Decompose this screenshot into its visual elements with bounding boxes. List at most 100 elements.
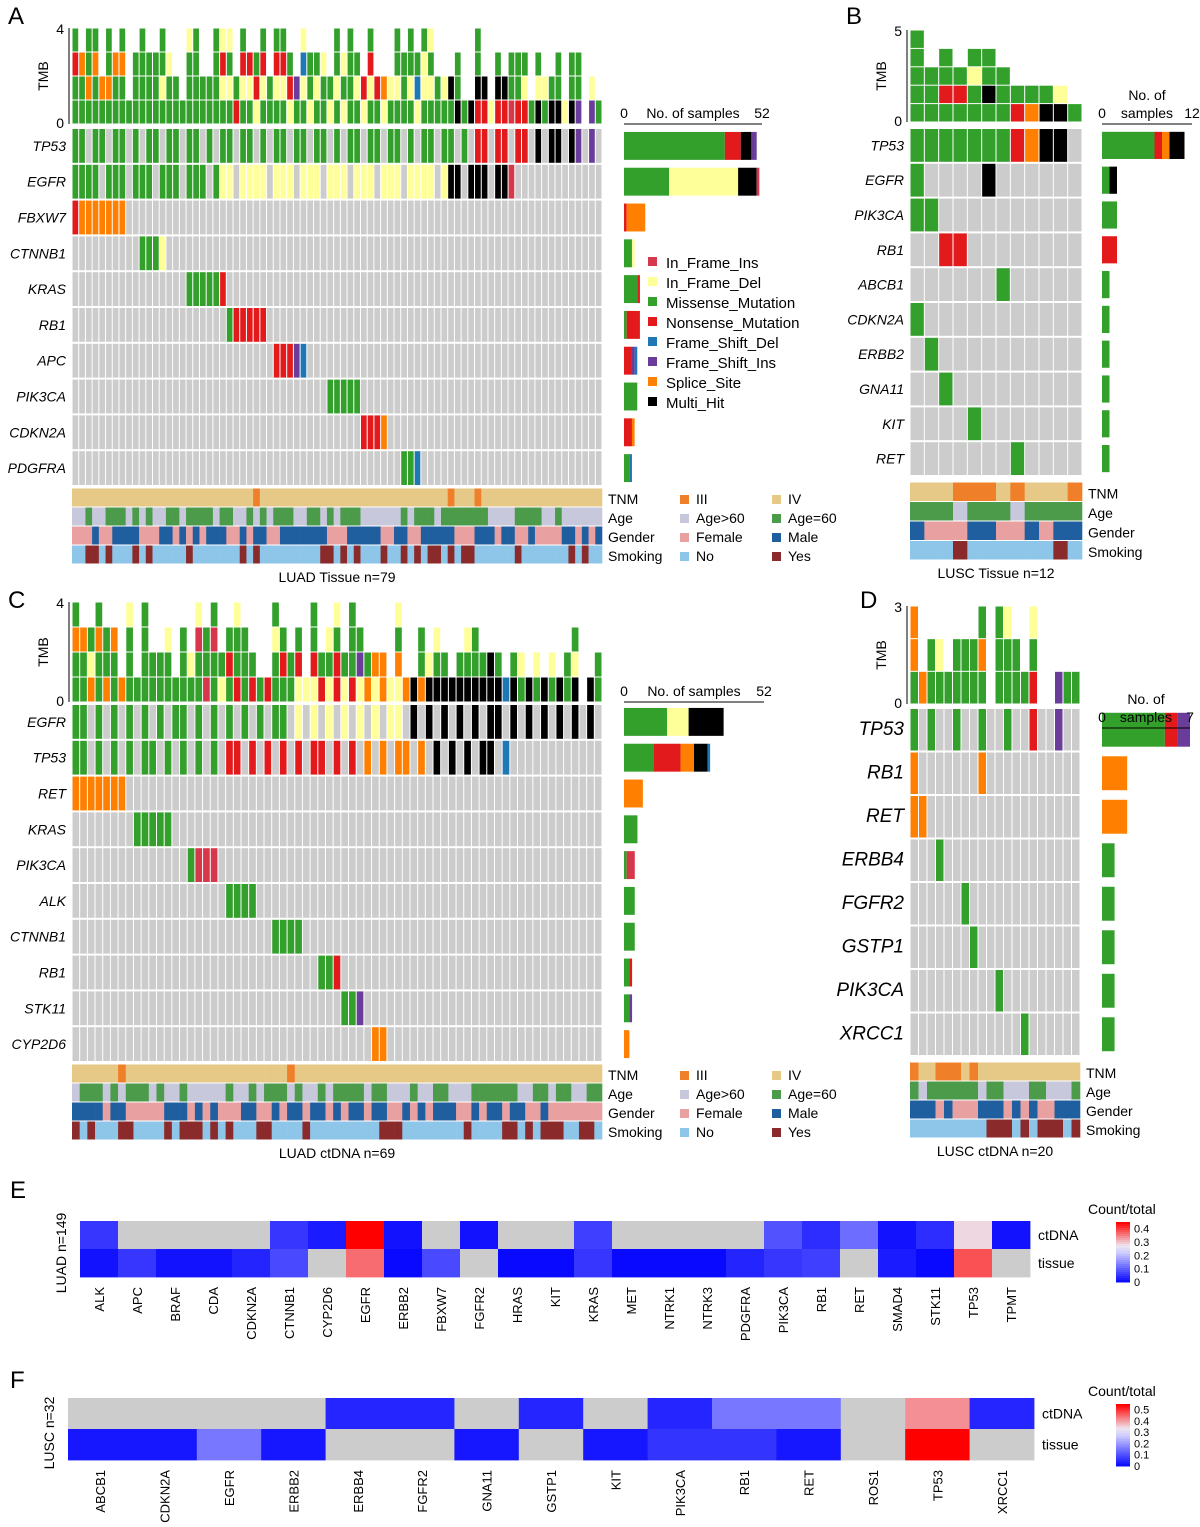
empty-cell [153,379,159,414]
empty-cell [987,709,995,751]
empty-cell [186,236,193,271]
clinical-cell [79,1121,88,1140]
empty-cell [1063,1013,1071,1055]
clinical-cell [87,1121,96,1140]
tmb-bar-segment [180,652,187,677]
clinical-cell [360,526,368,545]
tmb-bar-segment [272,602,279,627]
clinical-cell [571,1121,580,1140]
empty-cell [562,415,568,450]
clinical-cell [447,507,455,526]
heatmap-cell [325,1429,391,1461]
gene-label: RB1 [877,242,904,258]
empty-cell [387,740,395,775]
heatmap-gene-label: CDA [206,1287,221,1315]
empty-cell [387,415,394,450]
mutation-cell [349,991,356,1026]
mutation-cell [970,926,978,968]
clinical-legend-swatch [680,552,689,561]
tmb-bar-segment [295,677,302,702]
mutation-cell [924,129,939,162]
tmb-bar-segment [970,671,978,704]
color-legend-step [1116,1240,1130,1243]
empty-cell [360,200,367,235]
empty-cell [272,776,279,811]
mutation-cell [79,164,85,199]
color-legend-step [1116,1463,1130,1467]
mutation-cell [293,129,300,163]
empty-cell [340,415,347,450]
empty-cell [1068,372,1082,406]
clinical-cell [494,507,502,526]
empty-cell [72,236,79,271]
clinical-cell [199,507,207,526]
empty-cell [179,272,186,306]
clinical-cell [434,526,442,545]
sample-count-segment [624,131,725,160]
clinical-cell [347,507,355,526]
clinical-cell [981,502,997,521]
empty-cell [564,955,571,990]
mutation-cell [119,200,126,235]
mutation-cell [72,776,80,811]
empty-cell [95,955,103,990]
mutation-cell [95,776,103,811]
empty-cell [249,991,256,1026]
mutation-cell [79,200,85,235]
tmb-bar-segment [939,104,953,122]
mutation-cell [159,164,166,199]
sample-count-segment [624,239,632,268]
tmb-bar-segment [1004,671,1012,704]
clinical-cell [333,545,341,564]
empty-cell [302,884,310,918]
clinical-row-label: Smoking [1088,544,1142,560]
empty-cell [99,379,106,414]
mutation-cell [85,164,92,199]
empty-cell [341,740,349,775]
empty-cell [571,776,579,811]
clinical-cell [210,1083,219,1102]
empty-cell [395,884,402,918]
empty-cell [508,343,515,378]
empty-cell [421,415,428,450]
tmb-bar-segment [240,28,246,52]
color-legend-step [1116,1274,1130,1277]
empty-cell [347,308,354,342]
mutation-cell [441,129,448,163]
empty-cell [582,451,589,485]
empty-cell [249,955,256,990]
samples-axis-title: No. of samples [646,105,739,121]
clinical-cell [72,1102,80,1121]
clinical-cell [447,526,455,545]
empty-cell [555,308,562,342]
empty-cell [141,1027,149,1061]
empty-cell [381,379,387,414]
clinical-cell [212,526,220,545]
empty-cell [542,343,548,378]
empty-cell [589,236,595,271]
tmb-bar-segment [318,652,325,677]
mutation-cell [475,129,481,163]
clinical-cell [373,526,381,545]
clinical-cell [1024,482,1040,501]
empty-cell [515,272,521,306]
empty-cell [300,451,307,485]
tmb-bar-segment [172,677,180,702]
empty-cell [72,308,79,342]
clinical-cell [910,521,925,540]
clinical-cell [279,488,287,507]
empty-cell [295,812,302,847]
empty-cell [582,272,589,306]
empty-cell [141,991,149,1026]
empty-cell [240,236,246,271]
empty-cell [267,379,273,414]
clinical-cell [373,545,381,564]
clinical-cell [139,526,147,545]
mutation-legend-swatch [648,257,657,266]
empty-cell [481,308,488,342]
tmb-bar-segment [521,100,528,124]
tmb-tick-label: 0 [894,113,902,129]
tmb-bar-segment [924,104,939,122]
empty-cell [241,848,249,882]
empty-cell [1029,1013,1037,1055]
